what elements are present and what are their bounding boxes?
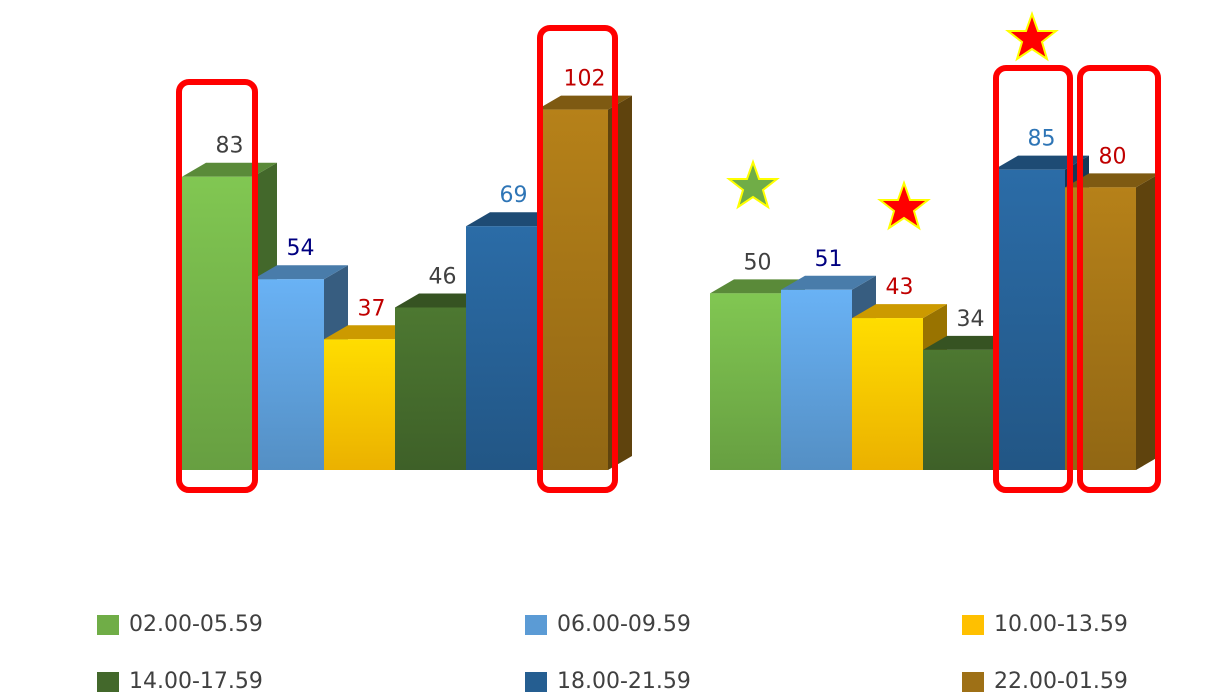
bars	[182, 95, 1160, 471]
value-label: 80	[1099, 144, 1127, 169]
value-label: 54	[287, 236, 315, 261]
bar-side	[1136, 173, 1160, 471]
bar	[852, 318, 923, 470]
bar-top	[994, 155, 1089, 170]
bar	[781, 289, 852, 470]
bar-top	[781, 275, 876, 290]
bar	[253, 279, 324, 470]
legend-label: 06.00-09.59	[557, 612, 691, 637]
value-label: 51	[815, 247, 843, 272]
bar-top	[537, 95, 632, 110]
bar	[182, 176, 253, 470]
legend-label: 14.00-17.59	[129, 669, 263, 694]
legend-label: 22.00-01.59	[994, 669, 1128, 694]
bar	[395, 307, 466, 470]
highlights	[176, 25, 1161, 493]
value-label: 69	[500, 183, 528, 208]
star	[726, 158, 780, 210]
legend-swatch	[962, 615, 984, 635]
legend-label: 18.00-21.59	[557, 669, 691, 694]
highlight-box	[1077, 65, 1161, 493]
value-label: 34	[957, 307, 985, 332]
value-label: 83	[216, 134, 244, 159]
highlight-box	[537, 25, 618, 493]
bar	[923, 349, 994, 470]
bar-side	[608, 95, 632, 470]
value-label: 50	[744, 250, 772, 275]
bar	[537, 109, 608, 470]
value-label: 46	[429, 264, 457, 289]
legend-swatch	[97, 672, 119, 692]
legend-swatch	[525, 615, 547, 635]
bar	[1065, 187, 1136, 471]
value-label: 102	[564, 67, 606, 92]
star	[1005, 10, 1059, 62]
value-labels: 83 54 37 46 69 102 50 51 43 34 85 80	[216, 67, 1127, 332]
highlight-box	[176, 79, 258, 493]
bar-top	[253, 265, 348, 280]
bar	[324, 339, 395, 470]
legend-swatch	[525, 672, 547, 692]
legend-label: 02.00-05.59	[129, 612, 263, 637]
value-label: 37	[358, 296, 386, 321]
bar	[466, 226, 537, 470]
value-label: 43	[886, 275, 914, 300]
star	[877, 179, 931, 231]
bar	[710, 293, 781, 470]
legend: 02.00-05.59 06.00-09.59 10.00-13.59 14.00-1…	[97, 612, 1128, 694]
bar-top	[852, 304, 947, 319]
stars	[726, 10, 1059, 231]
value-label: 85	[1028, 127, 1056, 152]
bar	[994, 169, 1065, 470]
legend-label: 10.00-13.59	[994, 612, 1128, 637]
legend-swatch	[97, 615, 119, 635]
legend-swatch	[962, 672, 984, 692]
highlight-box	[993, 65, 1073, 493]
bar-top	[1065, 173, 1160, 188]
